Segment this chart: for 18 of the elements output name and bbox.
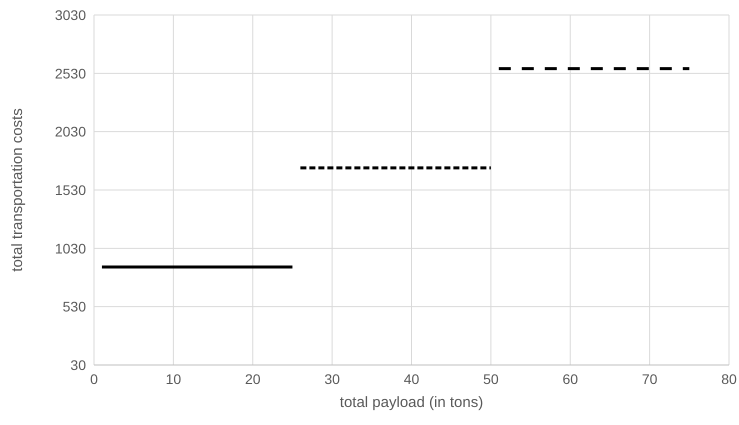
x-tick-label: 70	[642, 371, 658, 387]
y-tick-label: 1030	[54, 240, 86, 256]
x-tick-label: 0	[90, 371, 98, 387]
y-tick-label: 2030	[54, 124, 86, 140]
y-tick-label: 1530	[54, 182, 86, 198]
x-tick-label: 10	[166, 371, 182, 387]
y-tick-label: 530	[62, 298, 86, 315]
x-tick-label: 80	[721, 371, 737, 387]
x-tick-label: 60	[562, 371, 578, 387]
y-tick-label: 3030	[54, 7, 86, 23]
x-tick-label: 30	[324, 371, 340, 387]
x-tick-label: 50	[483, 371, 499, 387]
y-axis-title: total transportation costs	[9, 108, 26, 272]
x-tick-label: 40	[404, 371, 420, 387]
x-tick-label: 20	[244, 371, 261, 387]
y-tick-label: 30	[70, 357, 86, 373]
y-tick-label: 2530	[54, 65, 86, 82]
x-axis-title: total payload (in tons)	[340, 394, 484, 411]
